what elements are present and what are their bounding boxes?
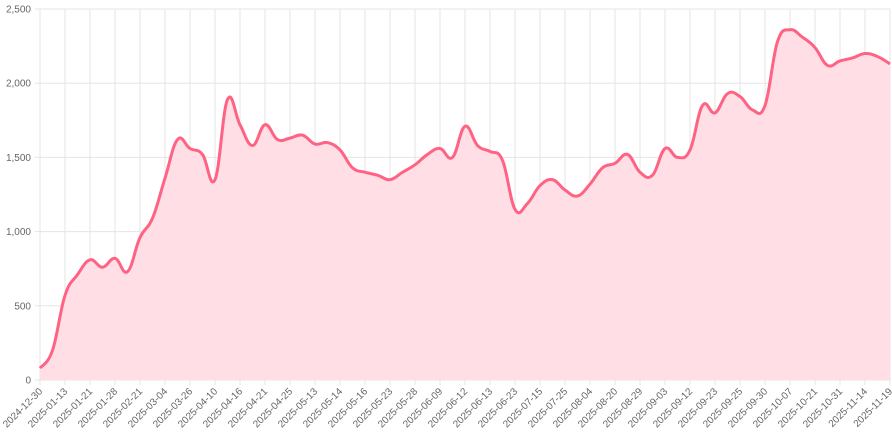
y-tick-label: 0	[25, 376, 31, 387]
y-tick-label: 500	[14, 301, 31, 312]
y-tick-label: 1,000	[6, 227, 31, 238]
y-tick-label: 1,500	[6, 153, 31, 164]
line	[38, 28, 891, 370]
y-tick-label: 2,500	[6, 5, 31, 16]
area	[40, 29, 890, 380]
y-tick-label: 2,000	[6, 79, 31, 90]
